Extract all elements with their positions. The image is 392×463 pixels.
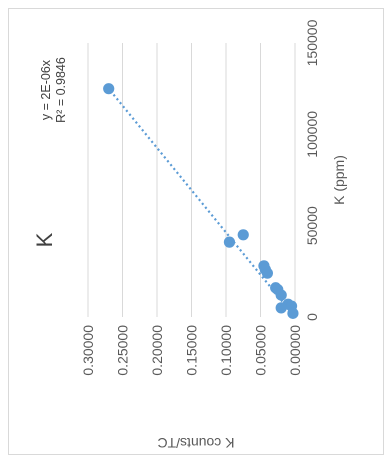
y-tick-label: 0.15000 <box>184 325 200 376</box>
y-tick-label: 0.00000 <box>287 325 303 376</box>
scatter-chart: 0 50000 100000 150000 0.00000 0.05000 0.10000… <box>8 8 384 455</box>
y-tick-labels: 0.00000 0.05000 0.10000 0.15000 0.20000 0.250… <box>80 325 303 376</box>
x-tick-label: 100000 <box>304 111 320 158</box>
data-points <box>103 83 299 319</box>
chart-border <box>8 8 384 455</box>
chart-frame: 0 50000 100000 150000 0.00000 0.05000 0.10000… <box>8 8 384 455</box>
x-tick-labels: 0 50000 100000 150000 <box>304 19 320 320</box>
y-tick-label: 0.25000 <box>115 325 131 376</box>
data-point <box>275 302 287 314</box>
x-axis-title: K (ppm) <box>331 155 347 205</box>
y-tick-label: 0.10000 <box>218 325 234 376</box>
trendline-r-squared: R² = 0.9846 <box>54 57 68 123</box>
trendline <box>107 87 296 318</box>
x-tick-label: 50000 <box>304 206 320 245</box>
y-tick-label: 0.20000 <box>149 325 165 376</box>
data-point <box>261 267 273 279</box>
x-tick-label: 0 <box>304 313 320 321</box>
data-point <box>223 236 236 248</box>
trendline-equation: y = 2E-06x <box>39 59 53 120</box>
data-point <box>103 83 115 95</box>
data-point <box>287 307 299 319</box>
data-point <box>275 289 287 301</box>
y-tick-label: 0.05000 <box>253 325 269 376</box>
x-tick-label: 150000 <box>304 19 320 66</box>
y-tick-label: 0.30000 <box>80 325 96 376</box>
data-point <box>237 229 249 241</box>
y-axis-title: K counts/TC <box>157 435 234 451</box>
chart-title: K <box>32 232 57 247</box>
